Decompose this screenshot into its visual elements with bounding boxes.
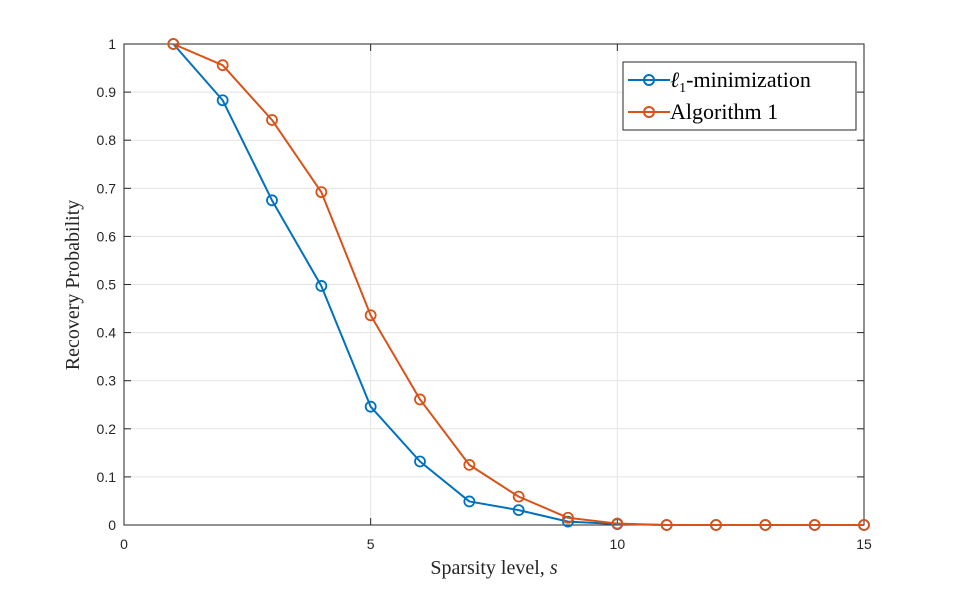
series-2 [167, 38, 870, 531]
y-tick-label: 0.9 [97, 84, 117, 100]
data-point [463, 495, 476, 508]
y-tick-label: 0.6 [97, 228, 117, 244]
y-tick-label: 0.5 [97, 277, 117, 293]
y-tick-label: 0.4 [97, 325, 117, 341]
legend-box [622, 61, 857, 131]
data-point [512, 504, 525, 516]
x-tick-label: 0 [120, 536, 128, 552]
data-point [315, 280, 328, 292]
data-point [216, 94, 229, 107]
axis-ticks: 0 5 10 15 0 0.1 0.2 0.3 0.4 0.5 0.6 0.7 0.8 0.9 1 [97, 36, 872, 552]
data-point [858, 519, 870, 531]
y-tick-label: 0.8 [97, 132, 117, 148]
y-tick-label: 0.7 [97, 180, 117, 196]
data-point [315, 186, 328, 199]
data-point [463, 458, 476, 471]
x-tick-label: 5 [367, 536, 375, 552]
y-axis-label: Recovery Probability [62, 200, 84, 371]
data-point [562, 515, 574, 528]
y-tick-label: 0.3 [97, 373, 117, 389]
y-tick-label: 1 [108, 36, 116, 52]
y-tick-label: 0.1 [97, 469, 117, 485]
data-point [611, 517, 624, 530]
x-axis-label: Sparsity level, s [430, 557, 557, 579]
data-point [414, 393, 426, 406]
data-point [414, 455, 426, 468]
data-point [266, 114, 278, 126]
series-line-2 [172, 43, 864, 526]
data-point [808, 519, 821, 531]
x-tick-label: 15 [856, 536, 872, 552]
data-point [167, 38, 180, 50]
y-tick-label: 0 [108, 517, 116, 533]
legend-marker-series-1 [643, 74, 655, 86]
data-point [660, 519, 673, 531]
data-point [562, 511, 574, 524]
data-point [759, 519, 772, 531]
x-tick-label: 10 [610, 536, 626, 552]
data-point [710, 519, 722, 531]
data-point [266, 194, 278, 207]
data-point [364, 309, 377, 322]
legend-marker-series-2 [643, 106, 655, 118]
y-tick-label: 0.2 [97, 421, 117, 437]
data-point [364, 400, 377, 413]
legend-label-series-2: Algorithm 1 [670, 99, 778, 124]
legend: ℓ1-minimization Algorithm 1 [622, 61, 857, 131]
legend-label-series-1: ℓ1-minimization [670, 67, 811, 96]
data-point [512, 490, 525, 503]
data-point [216, 59, 229, 72]
series-layer [167, 38, 870, 531]
